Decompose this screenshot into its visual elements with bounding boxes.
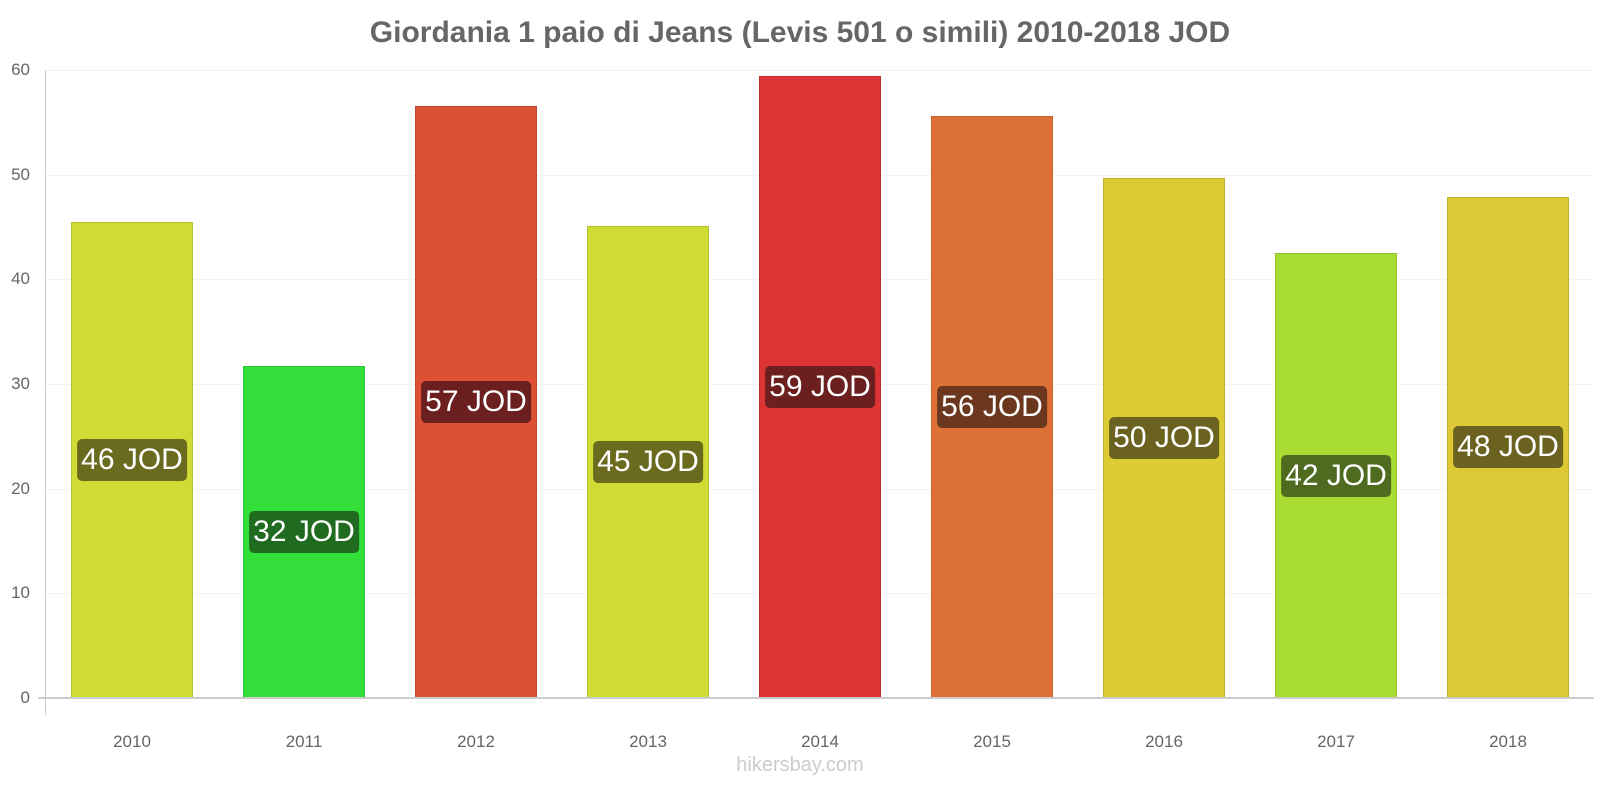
y-tick-label: 0: [20, 688, 30, 707]
value-label: 57 JOD: [421, 380, 531, 423]
bar-2011: 32 JOD: [243, 366, 365, 698]
value-label: 56 JOD: [937, 386, 1047, 429]
bar-2010: 46 JOD: [71, 221, 193, 698]
x-axis: [38, 697, 1594, 699]
plot-area: 46 JOD 32 JOD 57 JOD 45 JOD 59 JOD 56 JOD 50 J…: [46, 70, 1594, 699]
x-tick-label: 2018: [1489, 732, 1527, 751]
gridline: [46, 70, 1594, 71]
bar-2017: 42 JOD: [1275, 253, 1397, 698]
chart-title: Giordania 1 paio di Jeans (Levis 501 o s…: [369, 16, 1231, 49]
x-tick-label: 2017: [1317, 732, 1355, 751]
y-tick-label: 10: [11, 583, 30, 603]
y-tick-label: 50: [11, 164, 30, 184]
value-label: 59 JOD: [765, 366, 875, 409]
x-tick-label: 2012: [457, 732, 495, 751]
y-tick-label: 20: [11, 478, 30, 498]
value-label: 42 JOD: [1281, 454, 1391, 497]
bar-2018: 48 JOD: [1447, 196, 1569, 698]
bar-2014: 59 JOD: [759, 76, 881, 698]
x-tick-label: 2011: [285, 732, 323, 751]
bar-2013: 45 JOD: [587, 225, 709, 698]
y-tick-label: 60: [11, 60, 30, 79]
y-axis: [45, 70, 46, 715]
y-tick-label: 40: [11, 269, 30, 289]
bar-2016: 50 JOD: [1103, 177, 1225, 698]
credit-watermark: hikersbay.com: [736, 754, 864, 776]
x-tick-label: 2016: [1145, 732, 1183, 751]
x-tick-label: 2013: [629, 732, 667, 751]
value-label: 46 JOD: [77, 438, 187, 481]
value-label: 45 JOD: [593, 440, 703, 483]
value-label: 50 JOD: [1109, 416, 1219, 459]
x-tick-label: 2014: [801, 732, 839, 751]
y-tick-label: 30: [11, 374, 30, 393]
value-label: 32 JOD: [249, 511, 359, 554]
bar-2012: 57 JOD: [415, 105, 537, 698]
x-tick-label: 2010: [113, 732, 151, 751]
x-tick-label: 2015: [973, 732, 1011, 751]
value-label: 48 JOD: [1453, 426, 1563, 469]
bar-2015: 56 JOD: [931, 116, 1053, 698]
